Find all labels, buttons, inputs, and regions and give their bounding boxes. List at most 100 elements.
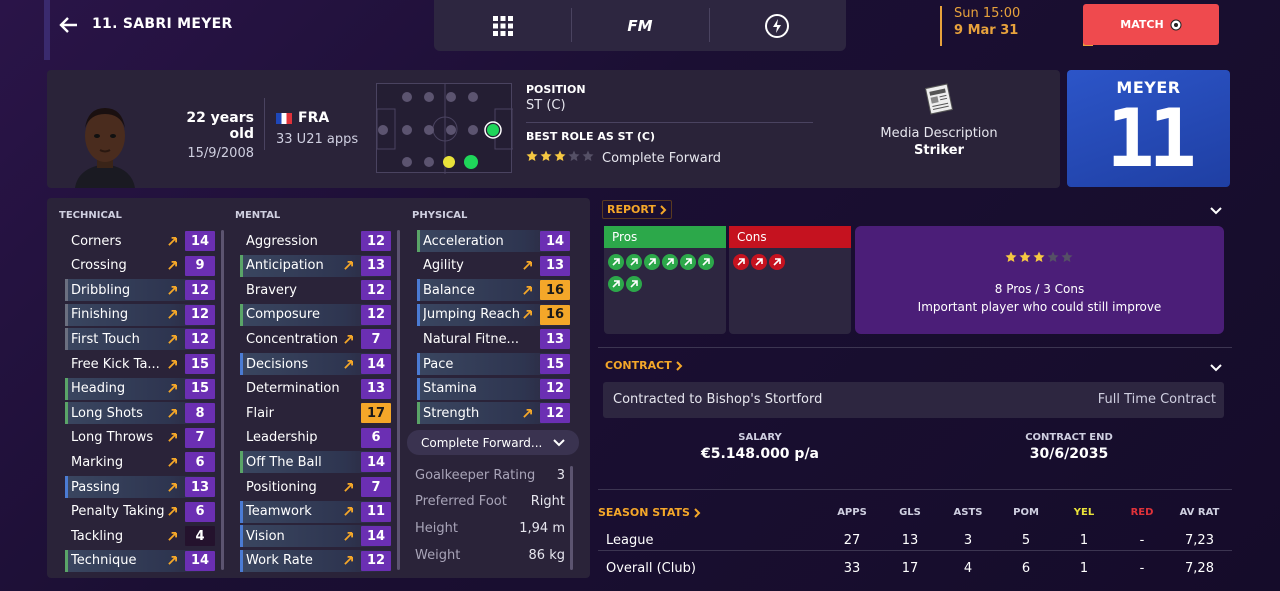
stat-apps: 27	[843, 532, 861, 548]
report-collapse-icon[interactable]	[1210, 206, 1222, 216]
attribute-row[interactable]: First Touch 12	[65, 328, 215, 351]
attribute-row[interactable]: Balance 16	[417, 279, 570, 302]
attribute-row[interactable]: Pace 15	[417, 353, 570, 375]
chevron-right-icon	[675, 360, 683, 371]
attribute-row[interactable]: Flair 17	[240, 402, 391, 424]
pro-trait-icon[interactable]	[626, 276, 642, 292]
attribute-name: Free Kick Ta...	[71, 356, 160, 372]
attribute-row[interactable]: Passing 13	[65, 476, 215, 498]
pro-trait-icon[interactable]	[698, 254, 714, 270]
summary-counts: 8 Pros / 3 Cons	[994, 282, 1085, 296]
info-scrollbar[interactable]	[570, 466, 573, 570]
season-stats-table: SEASON STATS APPS GLS ASTS POM YEL RED A…	[598, 498, 1228, 582]
highlight-bar	[65, 402, 68, 425]
attribute-row[interactable]: Concentration 7	[240, 328, 391, 350]
position-block: POSITION ST (C)	[526, 83, 586, 113]
attribute-row[interactable]: Leadership 6	[240, 427, 391, 449]
col-asts: ASTS	[953, 506, 983, 518]
stats-row-overall[interactable]: Overall (Club) 33 17 4 6 1 - 7,28	[598, 554, 1228, 582]
attribute-name: Work Rate	[246, 553, 313, 569]
attribute-row[interactable]: Crossing 9	[65, 255, 215, 277]
info-label: Height	[415, 521, 458, 536]
attribute-row[interactable]: Long Throws 7	[65, 427, 215, 449]
pro-trait-icon[interactable]	[662, 254, 678, 270]
contract-collapse-icon[interactable]	[1210, 363, 1222, 373]
attribute-row[interactable]: Decisions 14	[240, 353, 391, 375]
fm-home-button[interactable]: FM	[571, 0, 708, 51]
pro-trait-icon[interactable]	[608, 276, 624, 292]
progress-arrow-icon	[523, 310, 532, 320]
game-date: Sun 15:00 9 Mar 31	[940, 6, 1050, 46]
attribute-row[interactable]: Stamina 12	[417, 377, 570, 400]
attribute-row[interactable]: Tackling 4	[65, 525, 215, 547]
date-day: 9 Mar 31	[954, 23, 1019, 38]
technical-scrollbar[interactable]	[221, 230, 224, 570]
position-pitch[interactable]	[376, 83, 514, 174]
attribute-row[interactable]: Corners 14	[65, 230, 215, 252]
attribute-row[interactable]: Finishing 12	[65, 303, 215, 326]
grid-menu-button[interactable]	[434, 0, 571, 51]
pro-trait-icon[interactable]	[626, 254, 642, 270]
attribute-row[interactable]: Vision 14	[240, 525, 391, 548]
stats-row-league[interactable]: League 27 13 3 5 1 - 7,23	[598, 526, 1228, 554]
con-trait-icon[interactable]	[733, 254, 749, 270]
nationality: FRA	[298, 110, 330, 126]
pro-trait-icon[interactable]	[608, 254, 624, 270]
attribute-value: 12	[540, 403, 570, 424]
attribute-row[interactable]: Agility 13	[417, 255, 570, 277]
attribute-row[interactable]: Work Rate 12	[240, 549, 391, 572]
mental-scrollbar[interactable]	[397, 230, 400, 570]
progress-arrow-icon	[168, 556, 177, 566]
contract-end-value: 30/6/2035	[1029, 446, 1109, 462]
col-avrat: AV RAT	[1179, 506, 1220, 518]
attribute-row[interactable]: Dribbling 12	[65, 279, 215, 302]
back-arrow-icon[interactable]	[58, 14, 80, 36]
info-height: Height 1,94 m	[415, 521, 565, 543]
attribute-row[interactable]: Composure 12	[240, 303, 391, 326]
season-stats-link[interactable]: SEASON STATS	[598, 498, 823, 526]
attribute-value: 12	[361, 231, 391, 251]
con-trait-icon[interactable]	[751, 254, 767, 270]
attribute-row[interactable]: Strength 12	[417, 402, 570, 425]
match-button[interactable]: MATCH	[1083, 4, 1219, 45]
contract-end-label: CONTRACT END	[1025, 432, 1113, 443]
info-value: 3	[556, 468, 565, 483]
pro-trait-icon[interactable]	[644, 254, 660, 270]
contract-link[interactable]: CONTRACT	[605, 359, 683, 372]
attribute-row[interactable]: Marking 6	[65, 451, 215, 473]
attribute-row[interactable]: Jumping Reach 16	[417, 303, 570, 326]
highlight-bar	[240, 549, 243, 572]
salary-block: SALARY €5.148.000 p/a	[660, 432, 860, 462]
attribute-row[interactable]: Anticipation 13	[240, 254, 391, 277]
attribute-name: Strength	[423, 405, 480, 421]
attribute-row[interactable]: Teamwork 11	[240, 500, 391, 523]
pro-trait-icon[interactable]	[680, 254, 696, 270]
attribute-row[interactable]: Heading 15	[65, 377, 215, 400]
attribute-name: Bravery	[246, 282, 297, 298]
attribute-row[interactable]: Technique 14	[65, 549, 215, 572]
attribute-row[interactable]: Off The Ball 14	[240, 451, 391, 474]
highlight-bar	[240, 303, 243, 326]
attribute-row[interactable]: Aggression 12	[240, 230, 391, 252]
attribute-value: 14	[361, 354, 391, 374]
attribute-row[interactable]: Positioning 7	[240, 476, 391, 498]
attribute-row[interactable]: Acceleration 14	[417, 230, 570, 252]
attribute-value: 12	[185, 280, 215, 301]
attribute-row[interactable]: Bravery 12	[240, 279, 391, 301]
con-trait-icon[interactable]	[769, 254, 785, 270]
attribute-name: Tackling	[71, 528, 124, 544]
attribute-row[interactable]: Natural Fitne... 13	[417, 328, 570, 350]
attribute-row[interactable]: Free Kick Ta... 15	[65, 353, 215, 375]
attribute-row[interactable]: Determination 13	[240, 378, 391, 400]
role-dropdown[interactable]: Complete Forward...	[407, 430, 579, 455]
best-role-value: Complete Forward	[602, 150, 722, 166]
report-link[interactable]: REPORT	[602, 200, 672, 219]
attribute-row[interactable]: Long Shots 8	[65, 402, 215, 425]
attribute-row[interactable]: Penalty Taking 6	[65, 501, 215, 523]
lightning-button[interactable]	[708, 0, 846, 51]
progress-arrow-icon	[523, 285, 532, 295]
highlight-bar	[65, 476, 68, 498]
summary-text: Important player who could still improve	[917, 300, 1162, 314]
chevron-right-icon	[660, 204, 667, 215]
progress-arrow-icon	[523, 261, 532, 270]
